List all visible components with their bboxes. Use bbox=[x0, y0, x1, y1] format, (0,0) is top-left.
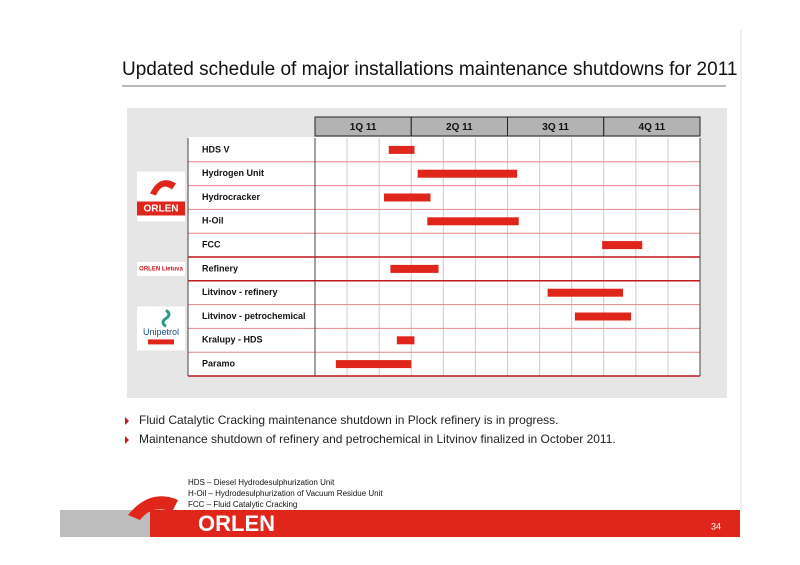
footer-red bbox=[150, 510, 740, 537]
task-label: H-Oil bbox=[202, 216, 224, 226]
shutdown-bar bbox=[383, 193, 431, 202]
task-label: Refinery bbox=[202, 263, 238, 273]
quarter-label: 4Q 11 bbox=[639, 122, 666, 133]
bullet-text: Fluid Catalytic Cracking maintenance shu… bbox=[139, 413, 559, 427]
bullet-marker bbox=[125, 417, 129, 425]
logo-text: Unipetrol bbox=[143, 327, 179, 337]
logo-text: ORLEN bbox=[144, 204, 179, 215]
quarter-label: 3Q 11 bbox=[542, 122, 569, 133]
logo-mark bbox=[161, 309, 171, 328]
shutdown-bar bbox=[417, 169, 518, 178]
page-number: 34 bbox=[711, 521, 721, 531]
shutdown-bar bbox=[390, 264, 439, 273]
quarter-label: 1Q 11 bbox=[350, 122, 377, 133]
footnote: HDS – Diesel Hydrodesulphurization Unit bbox=[188, 478, 335, 487]
task-label: Paramo bbox=[202, 358, 236, 368]
shutdown-bar bbox=[396, 336, 415, 345]
footnote: FCC – Fluid Catalytic Cracking bbox=[188, 500, 297, 509]
shutdown-bar bbox=[388, 145, 415, 154]
footnote: H-Oil – Hydrodesulphurization of Vacuum … bbox=[188, 489, 383, 498]
task-label: FCC bbox=[202, 239, 221, 249]
task-label: Litvinov - refinery bbox=[202, 287, 278, 297]
shutdown-bar bbox=[427, 217, 519, 226]
shutdown-bar bbox=[602, 241, 643, 250]
bullet-marker bbox=[125, 436, 129, 444]
logo-band bbox=[137, 201, 185, 216]
logo-mark bbox=[150, 180, 176, 196]
shutdown-bar bbox=[547, 288, 623, 297]
task-label: Kralupy - HDS bbox=[202, 335, 263, 345]
logo-band bbox=[148, 339, 174, 345]
task-label: Litvinov - petrochemical bbox=[202, 311, 306, 321]
logo-box bbox=[137, 261, 185, 276]
quarter-cell bbox=[603, 116, 701, 137]
task-label: Hydrogen Unit bbox=[202, 168, 264, 178]
task-label: Hydrocracker bbox=[202, 192, 261, 202]
bullet-text: Maintenance shutdown of refinery and pet… bbox=[139, 432, 616, 446]
shutdown-bar bbox=[335, 360, 412, 369]
shutdown-bar bbox=[574, 312, 632, 321]
logo-text: ORLEN Lietuva bbox=[139, 266, 183, 272]
quarter-label: 2Q 11 bbox=[446, 122, 473, 133]
footer-logo: ORLEN bbox=[198, 511, 275, 536]
footer-logo-mark bbox=[128, 496, 178, 520]
task-label: HDS V bbox=[202, 144, 230, 154]
title: Updated schedule of major installations … bbox=[122, 59, 737, 80]
